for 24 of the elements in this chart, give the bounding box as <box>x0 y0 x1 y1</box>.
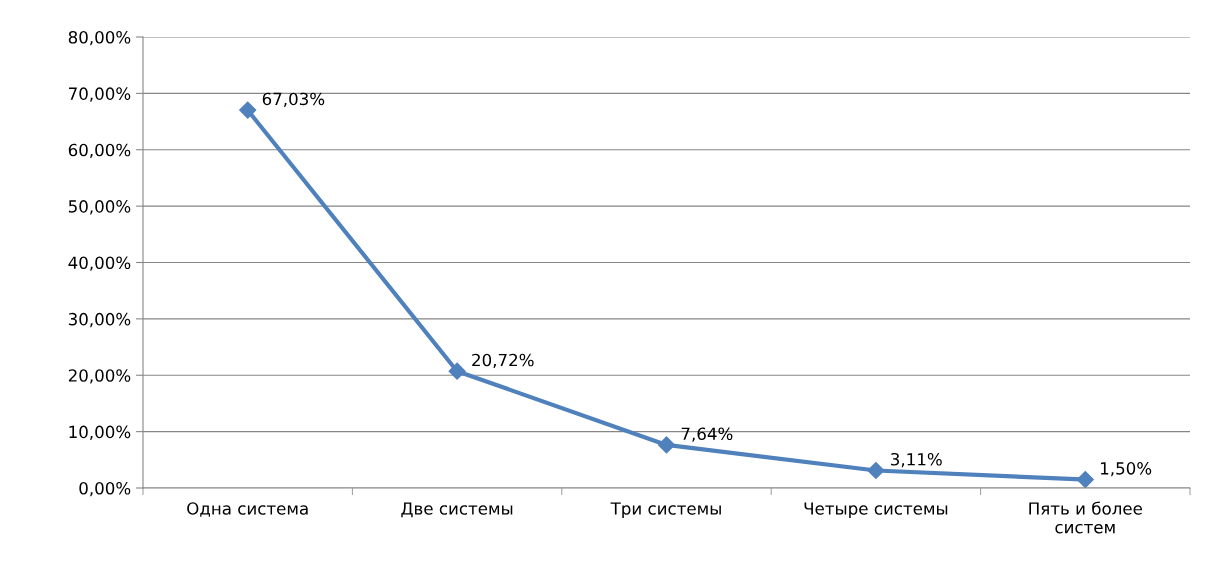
data-label: 3,11% <box>891 452 942 468</box>
x-tick-label: Четыре системы <box>804 502 948 519</box>
point <box>867 461 885 480</box>
x-tick-label: Одна система <box>187 502 308 517</box>
point <box>448 362 466 380</box>
point <box>239 101 257 119</box>
x-tick-label: Пять и более систем <box>1029 501 1142 534</box>
y-tick-label: 20,00% <box>68 369 131 384</box>
data-label: 20,72% <box>472 353 534 369</box>
y-tick-label: 80,00% <box>68 30 131 46</box>
x-tick-label: Три системы <box>610 502 721 519</box>
point <box>657 436 676 454</box>
y-tick-label: 10,00% <box>69 425 131 440</box>
y-tick-label: 40,00% <box>68 256 131 271</box>
x-tick-label: Две системы <box>401 502 513 518</box>
y-tick-label: 50,00% <box>68 200 131 215</box>
y-tick-label: 30,00% <box>68 312 131 328</box>
data-label: 67,03% <box>262 92 325 107</box>
data-label: 7,64% <box>681 427 733 442</box>
point <box>1076 470 1094 488</box>
y-tick-label: 60,00% <box>68 143 131 159</box>
data-label: 1,50% <box>1101 462 1152 477</box>
y-tick-label: 70,00% <box>69 87 131 102</box>
y-tick-label: 0,00% <box>79 481 131 497</box>
